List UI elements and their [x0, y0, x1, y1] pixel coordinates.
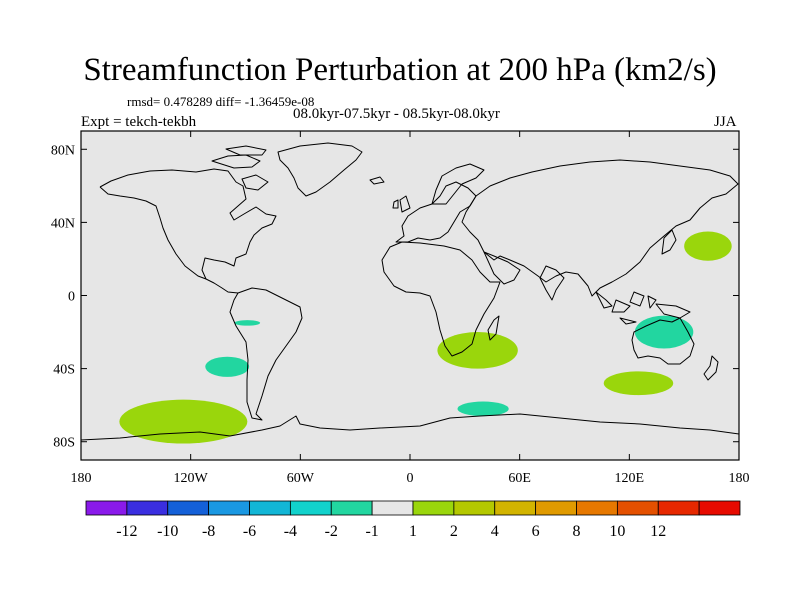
coastline-central-america — [205, 278, 239, 294]
anomaly-southeast-pacific — [205, 356, 250, 377]
axis-ticks: 180 120W 60W 0 60E 120E 180 80N 40N 0 40S 80S — [51, 131, 750, 486]
coastlines — [81, 142, 739, 441]
colorbar-swatch — [167, 500, 210, 516]
lat-tick-label: 40N — [51, 216, 75, 231]
colorbar-label: -8 — [202, 523, 215, 540]
colorbar-label: 12 — [650, 523, 666, 540]
coastline-north-america — [99, 168, 277, 280]
season-label: JJA — [714, 114, 737, 130]
colorbar-label: 10 — [609, 523, 625, 540]
colorbar-label: -10 — [157, 523, 178, 540]
colorbar-label: 8 — [573, 523, 581, 540]
coastline-antarctica — [81, 413, 739, 441]
lat-tick-label: 80N — [51, 143, 75, 158]
coastline-arabia — [483, 251, 521, 285]
colorbar-swatch — [371, 500, 414, 516]
coastline-british-isles — [369, 176, 411, 213]
coastline-asia — [461, 159, 739, 297]
coastline-greenland — [277, 142, 363, 197]
colorbar-label: -2 — [325, 523, 338, 540]
stats-text: rmsd= 0.478289 diff= -1.36459e-08 — [127, 94, 315, 109]
colorbar-swatch — [85, 500, 128, 516]
lon-tick-label: 120E — [615, 471, 645, 486]
coastline-africa — [381, 241, 501, 357]
colorbar-swatch — [535, 500, 577, 516]
lon-tick-label: 0 — [407, 471, 414, 486]
colorbar-swatch — [576, 500, 618, 516]
experiment-label: Expt = tekch-tekbh — [81, 114, 197, 130]
colorbar-swatch — [126, 500, 169, 516]
coastline-arctic-islands — [211, 145, 269, 191]
anomaly-west-pacific-north — [684, 231, 732, 261]
colorbar-swatch — [289, 500, 332, 516]
lat-tick-label: 80S — [53, 436, 75, 451]
coastline-new-zealand — [703, 355, 719, 381]
period-label: 08.0kyr-07.5kyr - 08.5kyr-08.0kyr — [293, 106, 500, 122]
colorbar-swatch — [657, 500, 700, 516]
coastline-madagascar — [487, 315, 500, 341]
lon-tick-label: 60W — [287, 471, 315, 486]
lon-tick-label: 180 — [729, 471, 750, 486]
anomaly-australia — [634, 315, 694, 349]
anomaly-southern-africa — [437, 332, 518, 369]
coastline-india — [539, 265, 565, 301]
colorbar-swatch — [453, 500, 496, 516]
colorbar-label: 6 — [532, 523, 540, 540]
coastline-japan — [661, 229, 677, 255]
lon-tick-label: 180 — [71, 471, 92, 486]
colorbar-label: -12 — [116, 523, 137, 540]
lat-tick-label: 40S — [53, 363, 75, 378]
anomaly-south-indian-ocean — [603, 371, 674, 396]
coastline-australia — [631, 317, 695, 365]
anomaly-east-pacific-small — [234, 320, 261, 326]
coastline-scandinavia — [431, 163, 485, 205]
colorbar-swatch — [249, 500, 291, 516]
colorbar-label: -6 — [243, 523, 256, 540]
colorbar-swatch — [494, 500, 537, 516]
coastline-maritime-asia — [595, 291, 691, 325]
lon-tick-label: 60E — [508, 471, 531, 486]
colorbar-label: 4 — [491, 523, 499, 540]
anomaly-layer — [119, 231, 732, 444]
colorbar-label: -4 — [284, 523, 297, 540]
colorbar-label: -1 — [365, 523, 378, 540]
coastline-south-america — [229, 287, 303, 421]
lon-tick-label: 120W — [174, 471, 209, 486]
colorbar-swatch — [412, 500, 455, 516]
lat-tick-label: 0 — [68, 290, 75, 305]
colorbar-label: 2 — [450, 523, 458, 540]
colorbar-label: 1 — [409, 523, 417, 540]
colorbar-swatch — [330, 500, 373, 516]
colorbar-swatch — [616, 500, 659, 516]
coastline-europe — [395, 181, 477, 243]
colorbar-swatch — [208, 500, 250, 516]
plot-title: Streamfunction Perturbation at 200 hPa (… — [83, 52, 717, 88]
anomaly-amundsen-sea — [119, 399, 248, 444]
colorbar-swatch — [698, 500, 741, 516]
colorbar: -12 -10 -8 -6 -4 -2 -1 1 2 4 6 8 10 12 — [85, 500, 741, 540]
anomaly-south-of-africa — [457, 401, 509, 417]
